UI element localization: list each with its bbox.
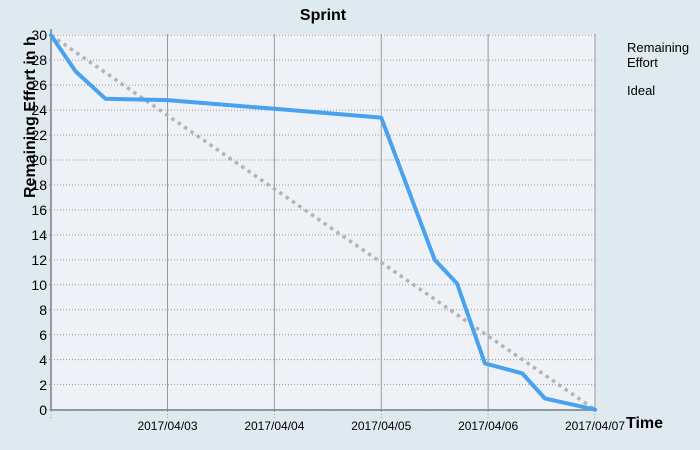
y-tick-label: 28 — [31, 52, 47, 69]
y-tick-label: 20 — [31, 152, 47, 168]
legend-label-remaining-effort: Remaining Effort — [627, 40, 690, 70]
x-tick-label: 2017/04/03 — [137, 419, 198, 433]
remaining-effort-line — [49, 33, 597, 412]
y-tick-label: 10 — [31, 276, 47, 293]
y-tick-label: 12 — [31, 251, 47, 268]
y-tick-label: 18 — [31, 176, 47, 193]
y-tick-label: 24 — [31, 102, 47, 119]
y-tick-label: 16 — [31, 201, 47, 218]
x-tick-label: 2017/04/06 — [458, 419, 519, 433]
ideal-line-swatch-icon — [606, 89, 622, 92]
remaining-effort-line-swatch-icon — [606, 45, 622, 49]
y-tick-label: 6 — [39, 326, 47, 343]
y-tick-label: 4 — [39, 351, 47, 368]
x-tick-label: 2017/04/07 — [564, 419, 626, 433]
y-tick-label: 2 — [39, 376, 47, 393]
y-tick-label: 0 — [39, 401, 47, 418]
y-tick-label: 22 — [31, 127, 47, 144]
y-tick-label: 30 — [31, 27, 47, 44]
legend-item-ideal[interactable]: Ideal — [606, 83, 698, 98]
legend: Remaining Effort Ideal — [606, 40, 698, 111]
x-tick-label: 2017/04/05 — [351, 419, 412, 433]
y-tick-label: 14 — [31, 226, 47, 243]
y-tick-label: 26 — [31, 77, 47, 94]
chart-title: Sprint — [299, 7, 347, 24]
plot-background — [51, 34, 595, 410]
legend-label-ideal: Ideal — [627, 83, 656, 98]
y-tick-label: 8 — [39, 301, 47, 318]
legend-item-remaining-effort[interactable]: Remaining Effort — [606, 40, 698, 70]
x-axis-title: Time — [626, 415, 664, 432]
x-tick-label: 2017/04/04 — [244, 419, 305, 433]
